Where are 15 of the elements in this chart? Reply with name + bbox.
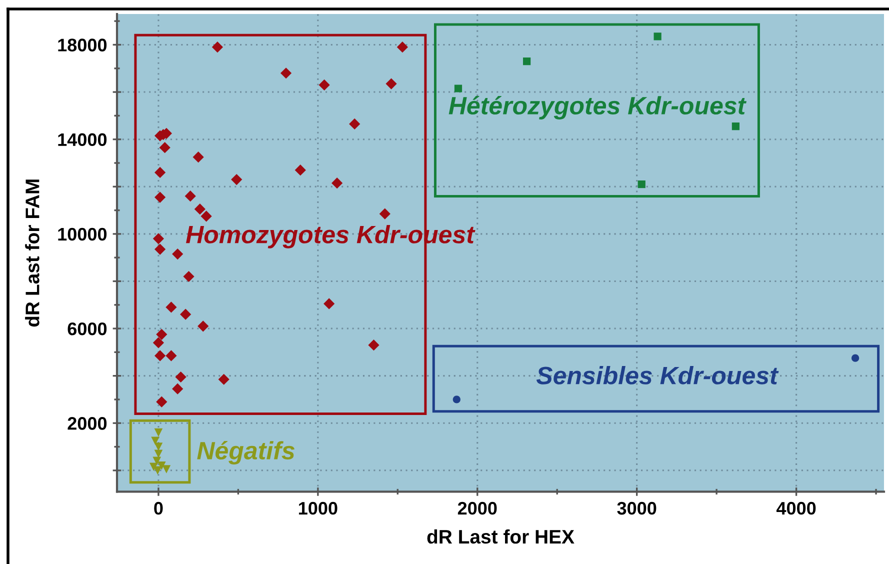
series-label: Hétérozygotes Kdr-ouest xyxy=(448,96,746,120)
y-tick-label: 6000 xyxy=(68,322,107,336)
x-tick-label: 4000 xyxy=(776,502,816,515)
x-axis-title: dR Last for HEX xyxy=(427,529,574,544)
y-tick-label: 2000 xyxy=(68,417,107,430)
x-tick-label: 0 xyxy=(154,502,163,515)
x-tick-label: 2000 xyxy=(458,502,497,515)
x-tick-label: 3000 xyxy=(617,502,656,515)
y-tick-label: 18000 xyxy=(58,38,107,52)
x-tick-label: 1000 xyxy=(298,502,338,515)
y-axis-title: dR Last for FAM xyxy=(25,180,40,327)
y-tick-label: 14000 xyxy=(58,133,107,146)
text: Sensibles Kdr-ouest xyxy=(536,366,779,384)
y-tick-label: 10000 xyxy=(58,228,107,241)
series-label: Négatifs xyxy=(197,440,294,464)
